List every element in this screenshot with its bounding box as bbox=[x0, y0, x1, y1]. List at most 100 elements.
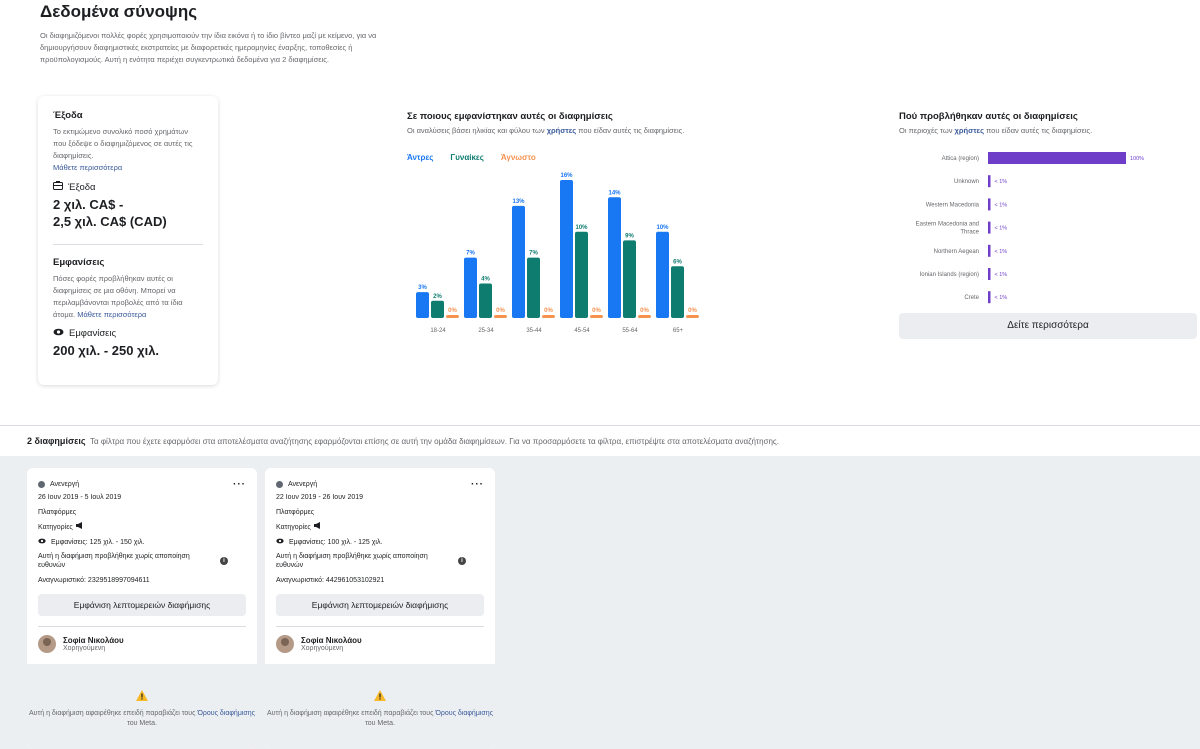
ad-status: Ανενεργή bbox=[288, 481, 318, 488]
ad-impressions-row: Εμφανίσεις: 125 χιλ. - 150 χιλ. bbox=[38, 536, 246, 549]
bar-label: 6% bbox=[673, 259, 682, 265]
bar-Γυναίκες-35-44 bbox=[527, 257, 540, 318]
see-more-button[interactable]: Δείτε περισσότερα bbox=[899, 313, 1197, 339]
eye-icon bbox=[53, 328, 64, 339]
legend-unknown[interactable]: Άγνωστο bbox=[500, 153, 536, 162]
megaphone-icon bbox=[75, 521, 84, 534]
ad-impressions: Εμφανίσεις: 125 χιλ. - 150 χιλ. bbox=[51, 539, 145, 546]
eye-icon bbox=[276, 536, 284, 549]
bar-Άντρες-45-54 bbox=[560, 180, 573, 318]
ad-categories: Κατηγορίες bbox=[38, 524, 73, 531]
impressions-learn-more-link[interactable]: Μάθετε περισσότερα bbox=[77, 310, 147, 319]
bar-label: 0% bbox=[688, 308, 697, 314]
bar-Άγνωστο-18-24 bbox=[446, 315, 459, 318]
ad-separator bbox=[276, 626, 484, 627]
advertiser-name[interactable]: Σοφία Νικολάου bbox=[301, 636, 362, 645]
ad-disclaimer-row: Αυτή η διαφήμιση προβλήθηκε χωρίς αποποί… bbox=[276, 552, 484, 570]
bar-Άγνωστο-65+ bbox=[686, 315, 699, 318]
ad-platforms: Πλατφόρμες bbox=[276, 509, 315, 516]
region-bar bbox=[988, 221, 991, 234]
spend-text: Το εκτιμώμενο συνολικό ποσό χρημάτων που… bbox=[53, 126, 203, 174]
bar-Γυναίκες-18-24 bbox=[431, 300, 444, 318]
ad-disclaimer: Αυτή η διαφήμιση προβλήθηκε χωρίς αποποί… bbox=[38, 553, 190, 569]
ads-count: 2 διαφημίσεις bbox=[27, 436, 86, 446]
ad-card: Ανενεργή ··· 26 Ιουν 2019 - 5 Ιουλ 2019 … bbox=[27, 468, 257, 749]
see-ad-details-button[interactable]: Εμφάνιση λεπτομερειών διαφήμισης bbox=[276, 594, 484, 616]
region-value-label: 100% bbox=[1130, 156, 1144, 162]
bar-label: 2% bbox=[433, 294, 442, 300]
impressions-label-row: Εμφανίσεις bbox=[53, 328, 203, 339]
advertiser-name[interactable]: Σοφία Νικολάου bbox=[63, 636, 124, 645]
spend-learn-more-link[interactable]: Μάθετε περισσότερα bbox=[53, 163, 123, 172]
region-bar bbox=[988, 291, 991, 304]
region-label: Crete bbox=[964, 295, 979, 301]
regions-chart: Attica (region) 100% Unknown < 1% Western Ma… bbox=[916, 152, 1144, 304]
region-label: Attica (region) bbox=[942, 156, 979, 162]
ad-terms-link[interactable]: Όρους διαφήμισης bbox=[435, 710, 494, 717]
card-divider bbox=[53, 244, 203, 245]
audience-subtitle: Οι αναλύσεις βάσει ηλικίας και φύλου των… bbox=[407, 126, 684, 135]
bar-Άγνωστο-55-64 bbox=[638, 315, 651, 318]
bar-label: 7% bbox=[529, 251, 538, 257]
see-ad-details-button[interactable]: Εμφάνιση λεπτομερειών διαφήμισης bbox=[38, 594, 246, 616]
ad-categories-row: Κατηγορίες bbox=[38, 521, 246, 534]
impressions-value: 200 χιλ. - 250 χιλ. bbox=[53, 343, 160, 358]
region-label: Thrace bbox=[960, 230, 979, 236]
bar-label: 10% bbox=[656, 225, 669, 231]
ad-status-row: Ανενεργή ··· bbox=[38, 478, 246, 491]
inactive-status-icon bbox=[276, 481, 283, 488]
info-icon[interactable]: i bbox=[220, 557, 228, 565]
region-label: Northern Aegean bbox=[934, 249, 979, 255]
avatar[interactable] bbox=[276, 635, 294, 653]
ad-card: Ανενεργή ··· 22 Ιουν 2019 - 26 Ιουν 2019… bbox=[265, 468, 495, 749]
results-bar: 2 διαφημίσεις Τα φίλτρα που έχετε εφαρμό… bbox=[27, 436, 779, 446]
ad-terms-link[interactable]: Όρους διαφήμισης bbox=[197, 710, 256, 717]
bar-label: 3% bbox=[418, 285, 427, 291]
bar-Άγνωστο-25-34 bbox=[494, 315, 507, 318]
region-value-label: < 1% bbox=[995, 179, 1008, 185]
regions-users-link[interactable]: χρήστες bbox=[954, 126, 985, 135]
region-label: Western Macedonia bbox=[926, 202, 980, 208]
region-value-label: < 1% bbox=[995, 226, 1008, 232]
inactive-status-icon bbox=[38, 481, 45, 488]
ad-disclaimer-row: Αυτή η διαφήμιση προβλήθηκε χωρίς αποποί… bbox=[38, 552, 246, 570]
audience-users-link[interactable]: χρήστες bbox=[546, 126, 577, 135]
removed-text-pre: Αυτή η διαφήμιση αφαιρέθηκε επειδή παραβ… bbox=[28, 710, 198, 717]
region-bar bbox=[988, 268, 991, 280]
audience-title: Σε ποιους εμφανίστηκαν αυτές οι διαφημίσ… bbox=[407, 111, 613, 122]
bar-label: 0% bbox=[592, 308, 601, 314]
bar-label: 9% bbox=[625, 233, 634, 239]
bar-Γυναίκες-25-34 bbox=[479, 283, 492, 318]
bar-label: 16% bbox=[560, 173, 573, 179]
legend-men[interactable]: Άντρες bbox=[407, 153, 434, 162]
bar-Άντρες-55-64 bbox=[608, 197, 621, 318]
region-bar bbox=[988, 244, 991, 257]
eye-icon bbox=[38, 536, 46, 549]
x-tick-label: 35-44 bbox=[526, 328, 542, 334]
region-value-label: < 1% bbox=[995, 272, 1008, 278]
ad-dates: 26 Ιουν 2019 - 5 Ιουλ 2019 bbox=[38, 494, 122, 501]
bar-label: 0% bbox=[640, 308, 649, 314]
impressions-label: Εμφανίσεις bbox=[69, 328, 117, 339]
region-label: Ionian Islands (region) bbox=[920, 272, 979, 278]
spend-description: Το εκτιμώμενο συνολικό ποσό χρημάτων που… bbox=[53, 127, 193, 160]
summary-card: Έξοδα Το εκτιμώμενο συνολικό ποσό χρημάτ… bbox=[38, 96, 218, 385]
ad-disclaimer: Αυτή η διαφήμιση προβλήθηκε χωρίς αποποί… bbox=[276, 553, 428, 569]
section-divider bbox=[0, 425, 1200, 426]
bar-label: 0% bbox=[448, 308, 457, 314]
removed-text-post: του Meta. bbox=[365, 720, 395, 727]
legend-women[interactable]: Γυναίκες bbox=[450, 153, 484, 162]
bar-Γυναίκες-45-54 bbox=[575, 231, 588, 318]
bar-label: 4% bbox=[481, 277, 490, 283]
spend-label-row: Έξοδα bbox=[53, 181, 203, 193]
spend-value: 2 χιλ. CA$ - 2,5 χιλ. CA$ (CAD) bbox=[53, 196, 203, 230]
warning-icon bbox=[374, 688, 386, 706]
regions-subtitle-pre: Οι περιοχές των bbox=[899, 126, 955, 135]
more-options-icon[interactable]: ··· bbox=[233, 479, 246, 490]
spend-heading: Έξοδα bbox=[53, 110, 83, 121]
more-options-icon[interactable]: ··· bbox=[471, 479, 484, 490]
info-icon[interactable]: i bbox=[458, 557, 466, 565]
regions-subtitle: Οι περιοχές των χρήστες που είδαν αυτές … bbox=[899, 126, 1092, 135]
x-tick-label: 65+ bbox=[673, 328, 684, 334]
avatar[interactable] bbox=[38, 635, 56, 653]
